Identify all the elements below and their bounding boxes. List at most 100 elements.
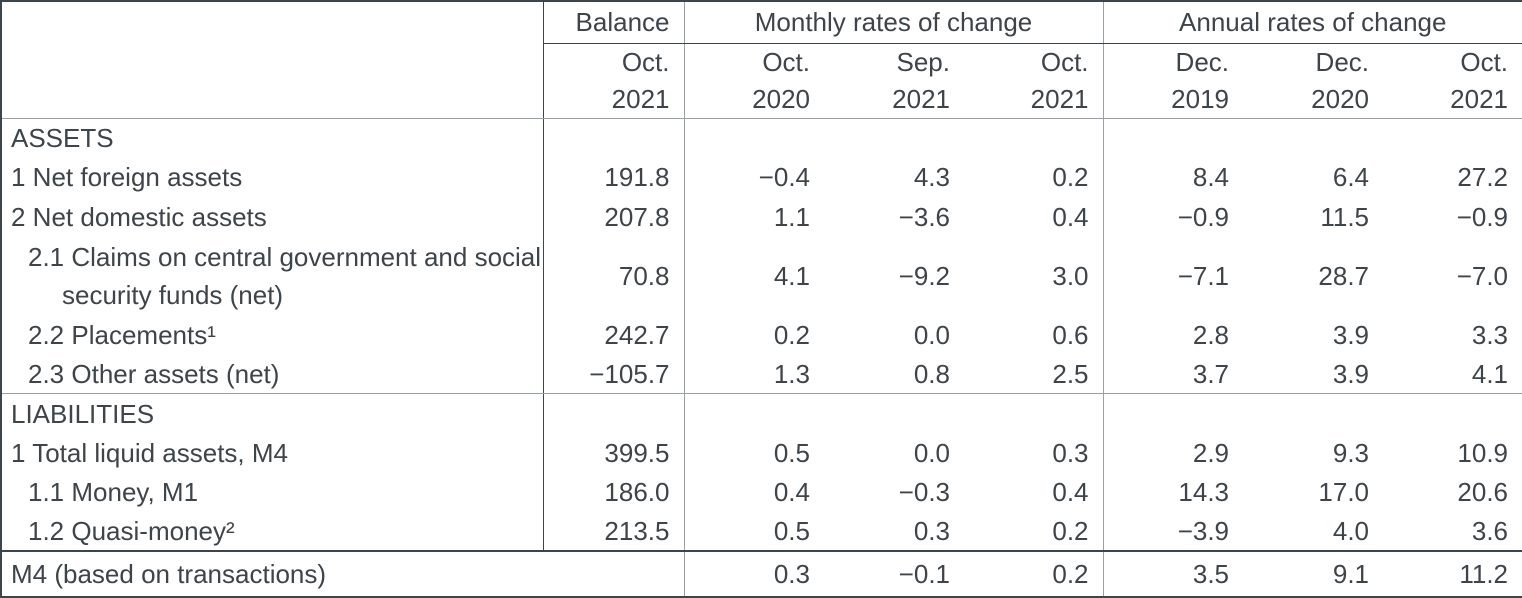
header-period-row: Oct. 2021 Oct. 2020 Sep. 2021 Oct. 2021 … bbox=[1, 43, 1522, 120]
corner-empty-cell bbox=[1, 1, 544, 120]
period-month: Dec. bbox=[1315, 46, 1370, 77]
table-row-m4-transactions: M4 (based on transactions) 0.3 −0.1 0.2 … bbox=[1, 550, 1522, 597]
table-row-net-domestic-assets: 2 Net domestic assets 207.8 1.1 −3.6 0.4… bbox=[1, 196, 1522, 237]
monthly-rate-value: 0.5 bbox=[773, 437, 810, 468]
period-header-monthly-2: Sep. 2021 bbox=[824, 43, 964, 120]
empty-cell bbox=[543, 118, 685, 158]
monthly-rate-value: −0.1 bbox=[898, 558, 950, 589]
monthly-rate-value: −3.6 bbox=[898, 201, 950, 232]
header-group-row: Balance Monthly rates of change Annual r… bbox=[1, 1, 1522, 120]
empty-cell bbox=[1103, 119, 1243, 158]
monthly-rate-value: 0.3 bbox=[773, 558, 810, 589]
annual-rate-value: 3.9 bbox=[1243, 354, 1384, 395]
col-group-annual-rates: Annual rates of change bbox=[1103, 1, 1522, 44]
annual-rate-value: −0.9 bbox=[1177, 201, 1230, 232]
period-header-balance: Oct. 2021 bbox=[543, 43, 685, 120]
table-row-other-assets: 2.3 Other assets (net) −105.7 1.3 0.8 2.… bbox=[1, 354, 1522, 395]
table-row-quasi-money: 1.2 Quasi-money² 213.5 0.5 0.3 0.2 −3.9 … bbox=[1, 511, 1522, 552]
empty-cell bbox=[1383, 394, 1522, 433]
period-month: Oct. bbox=[621, 46, 670, 77]
table-row-liabilities-section: LIABILITIES bbox=[1, 393, 1522, 434]
period-header-monthly-3: Oct. 2021 bbox=[964, 43, 1104, 120]
table-row-assets-section: ASSETS bbox=[1, 118, 1522, 158]
row-label: 2 Net domestic assets bbox=[1, 196, 544, 237]
period-month: Oct. bbox=[762, 46, 810, 77]
annual-rate-value: 10.9 bbox=[1457, 437, 1509, 468]
monthly-rate-value: 1.3 bbox=[684, 354, 824, 395]
annual-rate-value: 2.8 bbox=[1192, 320, 1230, 351]
empty-cell bbox=[964, 118, 1104, 158]
annual-rate-value: 3.3 bbox=[1471, 320, 1509, 351]
row-label: M4 (based on transactions) bbox=[1, 550, 685, 597]
annual-rate-value: 9.3 bbox=[1332, 437, 1370, 468]
balance-value: 186.0 bbox=[543, 472, 685, 512]
annual-rate-value: 20.6 bbox=[1457, 476, 1509, 507]
monthly-rate-value: 0.8 bbox=[824, 354, 964, 395]
period-month: Dec. bbox=[1175, 46, 1230, 77]
period-month: Oct. bbox=[1460, 46, 1509, 77]
balance-value: 399.5 bbox=[543, 433, 685, 473]
col-group-monthly-rates: Monthly rates of change bbox=[684, 1, 1104, 44]
annual-rate-value: 11.5 bbox=[1320, 201, 1370, 232]
monthly-rate-value: 0.3 bbox=[824, 511, 964, 552]
monthly-rate-value: 0.2 bbox=[964, 157, 1104, 197]
row-label: 1 Total liquid assets, M4 bbox=[1, 433, 544, 473]
period-header-monthly-1: Oct. 2020 bbox=[684, 43, 824, 120]
monthly-rate-value: 0.2 bbox=[964, 511, 1104, 552]
monthly-rate-value: 0.5 bbox=[684, 511, 824, 552]
monthly-rate-value: 0.2 bbox=[964, 550, 1104, 597]
annual-rate-value: −7.0 bbox=[1456, 260, 1509, 291]
row-label: 2.3 Other assets (net) bbox=[1, 354, 544, 395]
monthly-rate-value: 0.3 bbox=[964, 433, 1104, 473]
balance-value: 242.7 bbox=[543, 315, 685, 355]
annual-rate-value: 28.7 bbox=[1318, 260, 1370, 291]
empty-cell bbox=[684, 119, 824, 158]
balance-value: 213.5 bbox=[543, 511, 685, 552]
balance-value: 207.8 bbox=[543, 196, 685, 237]
annual-rate-value: 6.4 bbox=[1332, 162, 1370, 193]
period-header-annual-2: Dec. 2020 bbox=[1243, 43, 1384, 120]
table-row-money-m1: 1.1 Money, M1 186.0 0.4 −0.3 0.4 14.3 17… bbox=[1, 472, 1522, 512]
annual-rate-value: 2.9 bbox=[1192, 437, 1230, 468]
monthly-rate-value: 2.5 bbox=[964, 354, 1104, 395]
monthly-rate-value: 0.4 bbox=[773, 476, 810, 507]
col-header-balance: Balance bbox=[543, 1, 685, 44]
monthly-rate-value: 0.0 bbox=[913, 320, 950, 351]
annual-rate-value: 3.6 bbox=[1383, 511, 1522, 552]
period-year: 2020 bbox=[752, 83, 810, 114]
period-year: 2021 bbox=[1030, 83, 1089, 114]
empty-cell bbox=[1103, 394, 1243, 433]
annual-rate-value: 8.4 bbox=[1192, 162, 1230, 193]
empty-cell bbox=[543, 393, 685, 434]
period-header-annual-3: Oct. 2021 bbox=[1383, 43, 1522, 120]
annual-rate-value: −3.9 bbox=[1103, 511, 1244, 552]
empty-cell bbox=[1383, 119, 1522, 158]
table-row-net-foreign-assets: 1 Net foreign assets 191.8 −0.4 4.3 0.2 … bbox=[1, 157, 1522, 197]
period-year: 2021 bbox=[1450, 83, 1509, 114]
row-label: 2.1 Claims on central government and soc… bbox=[1, 236, 544, 316]
table-row-claims-central-government: 2.1 Claims on central government and soc… bbox=[1, 236, 1522, 316]
empty-cell bbox=[824, 394, 964, 433]
empty-cell bbox=[1243, 394, 1383, 433]
annual-rate-value: 3.7 bbox=[1103, 354, 1244, 395]
period-year: 2019 bbox=[1171, 83, 1230, 114]
annual-rate-value: 27.2 bbox=[1457, 162, 1509, 193]
empty-cell bbox=[824, 119, 964, 158]
table-row-total-liquid-assets-m4: 1 Total liquid assets, M4 399.5 0.5 0.0 … bbox=[1, 433, 1522, 473]
row-label: 2.2 Placements¹ bbox=[1, 315, 544, 355]
section-header-assets: ASSETS bbox=[1, 118, 544, 158]
empty-cell bbox=[1243, 119, 1383, 158]
monthly-rate-value: −0.4 bbox=[758, 162, 810, 193]
monthly-rate-value: 1.1 bbox=[773, 201, 810, 232]
monthly-rate-value: 0.2 bbox=[773, 320, 810, 351]
empty-cell bbox=[964, 393, 1104, 434]
monthly-rate-value: 0.4 bbox=[964, 472, 1104, 512]
monthly-rate-value: 0.0 bbox=[913, 437, 950, 468]
monthly-rate-value: 0.4 bbox=[964, 196, 1104, 237]
monthly-rate-value: −0.3 bbox=[898, 476, 950, 507]
monthly-rate-value: 3.0 bbox=[964, 236, 1104, 316]
row-label: 1.1 Money, M1 bbox=[1, 472, 544, 512]
annual-rate-value: −7.1 bbox=[1177, 260, 1230, 291]
row-label: 1.2 Quasi-money² bbox=[1, 511, 544, 552]
